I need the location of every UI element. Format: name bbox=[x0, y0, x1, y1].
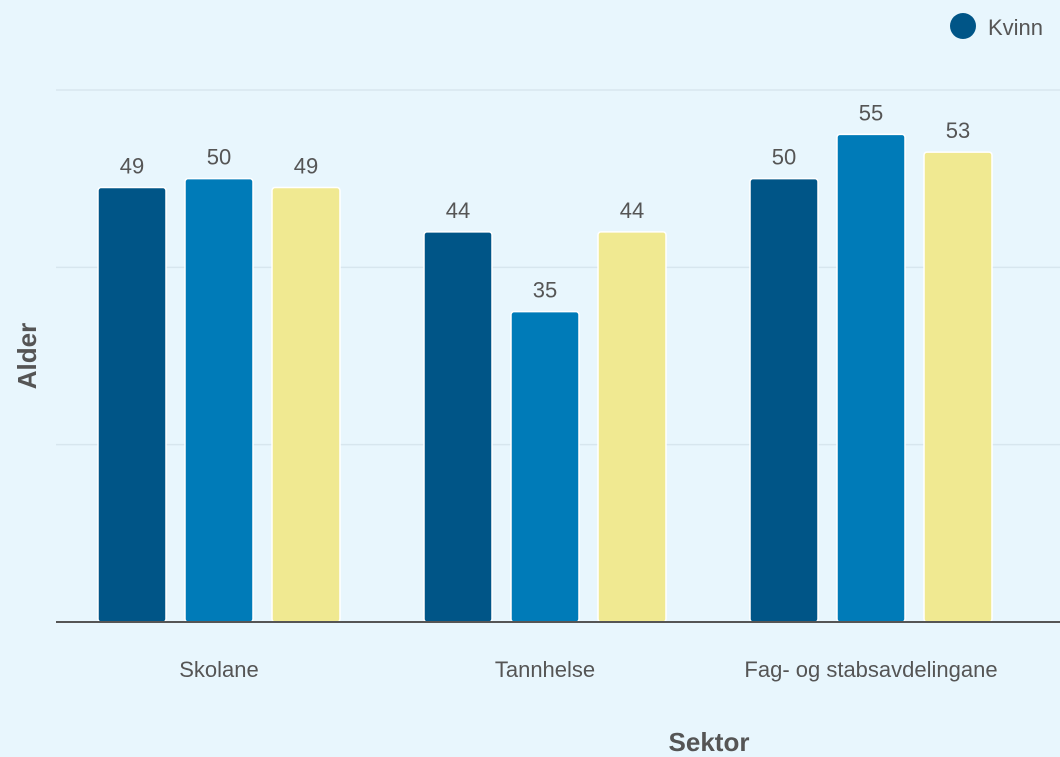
legend-label: Kvinn bbox=[988, 15, 1043, 40]
x-tick-label: Fag- og stabsavdelingane bbox=[744, 657, 997, 682]
data-label: 50 bbox=[207, 145, 231, 170]
x-tick-labels: Skolane Tannhelse Fag- og stabsavdelingane bbox=[179, 657, 997, 682]
legend[interactable]: Kvinn bbox=[950, 13, 1043, 40]
data-label: 53 bbox=[946, 118, 970, 143]
data-label: 44 bbox=[620, 198, 644, 223]
bars bbox=[97, 133, 993, 623]
data-label: 55 bbox=[859, 100, 883, 125]
bar[interactable] bbox=[271, 186, 341, 623]
x-axis-title: Sektor bbox=[669, 727, 750, 757]
data-label: 50 bbox=[772, 145, 796, 170]
bar[interactable] bbox=[97, 186, 167, 623]
data-label: 49 bbox=[294, 154, 318, 179]
data-label: 49 bbox=[120, 154, 144, 179]
bar[interactable] bbox=[923, 151, 993, 623]
legend-swatch bbox=[950, 13, 976, 39]
bar[interactable] bbox=[749, 177, 819, 623]
x-tick-label: Skolane bbox=[179, 657, 259, 682]
bar[interactable] bbox=[836, 133, 906, 623]
bar[interactable] bbox=[510, 310, 580, 623]
data-labels: 49 50 49 44 35 44 50 55 53 bbox=[120, 100, 970, 302]
data-label: 44 bbox=[446, 198, 470, 223]
bar[interactable] bbox=[423, 231, 493, 623]
bar[interactable] bbox=[184, 177, 254, 623]
data-label: 35 bbox=[533, 278, 557, 303]
bar[interactable] bbox=[597, 231, 667, 623]
x-tick-label: Tannhelse bbox=[495, 657, 595, 682]
y-axis-title: Alder bbox=[12, 323, 42, 389]
